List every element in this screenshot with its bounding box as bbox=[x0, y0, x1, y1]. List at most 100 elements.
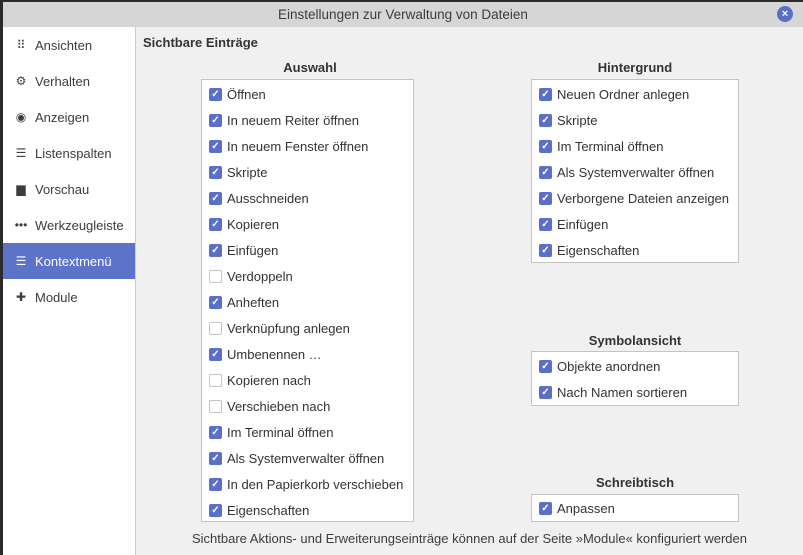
checkbox-label: Neuen Ordner anlegen bbox=[557, 86, 690, 102]
checkbox[interactable]: ✓ bbox=[539, 165, 552, 179]
checkbox[interactable] bbox=[209, 269, 222, 283]
sidebar-item-anzeigen[interactable]: ◉ Anzeigen bbox=[3, 99, 135, 135]
eye-icon: ◉ bbox=[15, 110, 27, 124]
sidebar-item-label: Vorschau bbox=[35, 181, 90, 197]
title-bar: Einstellungen zur Verwaltung von Dateien… bbox=[3, 2, 803, 27]
checkbox[interactable] bbox=[209, 399, 222, 413]
checkbox-row[interactable]: ✓ Eigenschaften bbox=[202, 497, 413, 523]
checkbox-row[interactable]: ✓ Als Systemverwalter öffnen bbox=[202, 445, 413, 471]
checkbox-label: Eigenschaften bbox=[557, 242, 640, 258]
checkbox-row[interactable]: Verdoppeln bbox=[202, 263, 413, 289]
main-panel: Sichtbare Einträge Auswahl ✓ Öffnen ✓ In ne… bbox=[136, 27, 803, 555]
footer-note: Sichtbare Aktions- und Erweiterungseintr… bbox=[191, 531, 747, 546]
checkbox[interactable]: ✓ bbox=[209, 87, 222, 101]
checkbox-row[interactable]: ✓ Einfügen bbox=[532, 211, 738, 237]
checkbox[interactable] bbox=[209, 373, 222, 387]
sidebar-item-label: Listenspalten bbox=[35, 145, 112, 161]
checkbox[interactable]: ✓ bbox=[209, 503, 222, 517]
checkbox[interactable]: ✓ bbox=[539, 385, 552, 399]
checkbox-row[interactable]: ✓ Neuen Ordner anlegen bbox=[532, 81, 738, 107]
checkbox-label: Verborgene Dateien anzeigen bbox=[557, 190, 730, 206]
checkbox[interactable]: ✓ bbox=[209, 191, 222, 205]
checkbox[interactable]: ✓ bbox=[209, 347, 222, 361]
checkbox-label: Im Terminal öffnen bbox=[227, 424, 334, 440]
checkbox-row[interactable]: ✓ Verborgene Dateien anzeigen bbox=[532, 185, 738, 211]
checkbox-row[interactable]: ✓ Einfügen bbox=[202, 237, 413, 263]
checkbox-label: Kopieren bbox=[227, 216, 280, 232]
sidebar-item-werkzeugleiste[interactable]: ••• Werkzeugleiste bbox=[3, 207, 135, 243]
sidebar-item-verhalten[interactable]: ⚙ Verhalten bbox=[3, 63, 135, 99]
checkbox-row[interactable]: ✓ In neuem Fenster öffnen bbox=[202, 133, 413, 159]
checkbox-row[interactable]: ✓ Anpassen bbox=[532, 495, 738, 521]
checkbox-row[interactable]: ✓ In neuem Reiter öffnen bbox=[202, 107, 413, 133]
checkbox-row[interactable]: ✓ Skripte bbox=[202, 159, 413, 185]
checkbox-label: Öffnen bbox=[227, 86, 266, 102]
checkbox[interactable]: ✓ bbox=[209, 217, 222, 231]
hintergrund-list: ✓ Neuen Ordner anlegen ✓ Skripte ✓ Im Termina… bbox=[531, 79, 739, 263]
checkbox-row[interactable]: ✓ In den Papierkorb verschieben bbox=[202, 471, 413, 497]
checkbox[interactable]: ✓ bbox=[209, 165, 222, 179]
sidebar-item-listenspalten[interactable]: ☰ Listenspalten bbox=[3, 135, 135, 171]
checkbox[interactable]: ✓ bbox=[209, 425, 222, 439]
list-icon: ☰ bbox=[15, 254, 27, 268]
checkbox[interactable]: ✓ bbox=[209, 451, 222, 465]
symbolansicht-list: ✓ Objekte anordnen ✓ Nach Namen sortieren bbox=[531, 351, 739, 406]
checkbox[interactable]: ✓ bbox=[539, 501, 552, 515]
checkbox[interactable]: ✓ bbox=[539, 359, 552, 373]
checkbox-label: Nach Namen sortieren bbox=[557, 384, 688, 400]
checkbox-label: Verdoppeln bbox=[227, 268, 293, 284]
checkbox-row[interactable]: Kopieren nach bbox=[202, 367, 413, 393]
checkbox-row[interactable]: Verknüpfung anlegen bbox=[202, 315, 413, 341]
checkbox[interactable]: ✓ bbox=[539, 243, 552, 257]
schreibtisch-list: ✓ Anpassen bbox=[531, 494, 739, 522]
sidebar-item-ansichten[interactable]: ⠿ Ansichten bbox=[3, 27, 135, 63]
checkbox-row[interactable]: ✓ Im Terminal öffnen bbox=[202, 419, 413, 445]
sidebar-item-kontextmenü[interactable]: ☰ Kontextmenü bbox=[3, 243, 135, 279]
schreibtisch-title: Schreibtisch bbox=[595, 475, 675, 490]
checkbox-row[interactable]: ✓ Eigenschaften bbox=[532, 237, 738, 263]
checkbox-label: Umbenennen … bbox=[227, 346, 322, 362]
checkbox-label: Als Systemverwalter öffnen bbox=[557, 164, 715, 180]
sidebar-item-label: Verhalten bbox=[35, 73, 90, 89]
checkbox[interactable]: ✓ bbox=[539, 139, 552, 153]
checkbox[interactable]: ✓ bbox=[539, 191, 552, 205]
checkbox-row[interactable]: ✓ Skripte bbox=[532, 107, 738, 133]
checkbox[interactable]: ✓ bbox=[539, 87, 552, 101]
checkbox[interactable] bbox=[209, 321, 222, 335]
checkbox[interactable]: ✓ bbox=[209, 113, 222, 127]
checkbox-row[interactable]: ✓ Öffnen bbox=[202, 81, 413, 107]
checkbox-row[interactable]: ✓ Ausschneiden bbox=[202, 185, 413, 211]
checkbox-label: Einfügen bbox=[557, 216, 609, 232]
sidebar-item-vorschau[interactable]: ▆ Vorschau bbox=[3, 171, 135, 207]
checkbox-row[interactable]: ✓ Objekte anordnen bbox=[532, 353, 738, 379]
checkbox-row[interactable]: ✓ Als Systemverwalter öffnen bbox=[532, 159, 738, 185]
checkbox-row[interactable]: ✓ Anheften bbox=[202, 289, 413, 315]
checkbox-label: Ausschneiden bbox=[227, 190, 309, 206]
sidebar-item-module[interactable]: ✚ Module bbox=[3, 279, 135, 315]
checkbox[interactable]: ✓ bbox=[539, 217, 552, 231]
sidebar: ⠿ Ansichten ⚙ Verhalten ◉ Anzeigen ☰ Listenspal… bbox=[3, 27, 136, 555]
dots-icon: ••• bbox=[14, 218, 28, 232]
image-icon: ▆ bbox=[16, 182, 26, 196]
gear-icon: ⚙ bbox=[15, 74, 27, 88]
checkbox-row[interactable]: ✓ Nach Namen sortieren bbox=[532, 379, 738, 405]
checkbox-row[interactable]: Verschieben nach bbox=[202, 393, 413, 419]
checkbox-row[interactable]: ✓ Kopieren bbox=[202, 211, 413, 237]
checkbox-label: Verknüpfung anlegen bbox=[227, 320, 350, 336]
auswahl-title: Auswahl bbox=[283, 60, 337, 75]
checkbox[interactable]: ✓ bbox=[209, 295, 222, 309]
sidebar-item-label: Module bbox=[35, 289, 78, 305]
checkbox-label: Als Systemverwalter öffnen bbox=[227, 450, 385, 466]
checkbox[interactable]: ✓ bbox=[209, 477, 222, 491]
sidebar-item-label: Kontextmenü bbox=[35, 253, 112, 269]
sidebar-item-label: Ansichten bbox=[35, 37, 93, 53]
checkbox[interactable]: ✓ bbox=[539, 113, 552, 127]
checkbox-row[interactable]: ✓ Umbenennen … bbox=[202, 341, 413, 367]
checkbox-row[interactable]: ✓ Im Terminal öffnen bbox=[532, 133, 738, 159]
settings-window: Einstellungen zur Verwaltung von Dateien… bbox=[3, 2, 803, 555]
checkbox[interactable]: ✓ bbox=[209, 139, 222, 153]
checkbox-label: In den Papierkorb verschieben bbox=[227, 476, 404, 492]
checkbox[interactable]: ✓ bbox=[209, 243, 222, 257]
checkbox-label: Anheften bbox=[227, 294, 280, 310]
close-icon[interactable]: × bbox=[777, 6, 793, 22]
